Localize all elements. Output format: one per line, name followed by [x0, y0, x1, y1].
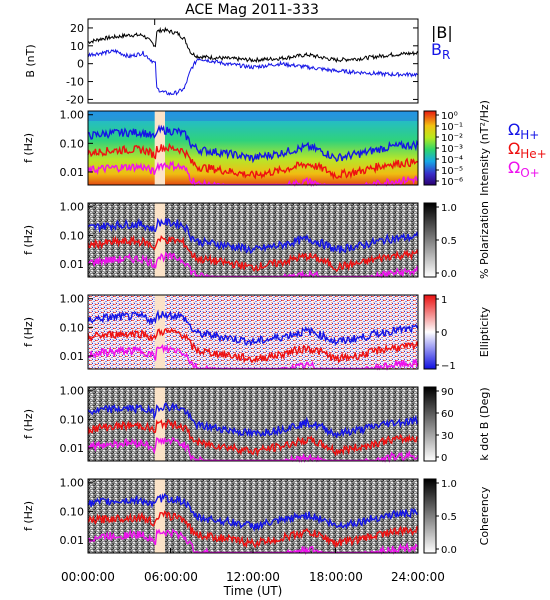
freq-tick-label: 0.01	[60, 258, 85, 271]
colorbar-tick-label: 0.0	[441, 269, 457, 280]
time-axis: 00:00:00 06:00:00 12:00:00 18:00:00 24:0…	[61, 570, 445, 598]
colorbar-label-polarization: % Polarization	[478, 201, 491, 279]
b-ytick-label: -20	[66, 93, 84, 106]
gyro-he-line	[87, 418, 419, 457]
time-tick-1: 06:00:00	[144, 570, 198, 584]
freq-axis-label: f (Hz)	[22, 133, 35, 163]
spectrogram-panel-coherency: 1.00 0.10 0.01 f (Hz) 1.0 0.5 0.0 Coherency	[22, 477, 491, 556]
colorbar-label-coherency: Coherency	[478, 486, 491, 545]
freq-tick-label: 0.10	[60, 505, 85, 518]
freq-tick-label: 0.10	[60, 413, 85, 426]
freq-tick-label: 0.01	[60, 534, 85, 547]
gyro-he-line	[87, 510, 419, 549]
colorbar-tick-label: 10⁻⁵	[441, 166, 463, 177]
gyro-he-line	[87, 234, 419, 273]
figure-title: ACE Mag 2011-333	[185, 2, 319, 18]
spectrogram-panel-polarization: 1.00 0.10 0.01 f (Hz) 1.0 0.5 0.0 % Polarizatio…	[22, 201, 491, 280]
legend-gyro-o-line: ΩO+	[508, 158, 540, 180]
colorbar-tick-label: 30	[441, 431, 454, 442]
time-axis-label: Time (UT)	[223, 584, 283, 598]
colorbar-tick-label: 10⁻¹	[441, 122, 463, 133]
gyro-h-line	[87, 309, 419, 347]
time-tick-0: 00:00:00	[61, 570, 115, 584]
b-ytick-label: 0	[77, 58, 84, 71]
colorbar-tick-label: 0	[441, 328, 447, 339]
time-tick-2: 12:00:00	[226, 570, 280, 584]
legend-gyro-he-line: ΩHe+	[508, 139, 547, 161]
gyro-h-line	[87, 402, 419, 439]
freq-tick-label: 1.00	[60, 201, 85, 214]
gyro-he-line	[87, 327, 419, 364]
freq-axis-label: f (Hz)	[22, 317, 35, 347]
freq-axis-label: f (Hz)	[22, 501, 35, 531]
highlight-interval	[154, 387, 165, 461]
colorbar-tick-label: 1	[441, 295, 447, 306]
time-tick-3: 18:00:00	[309, 570, 363, 584]
b-field-panel: 20 10 0 -10 -20 B (nT) |B|BR	[24, 18, 453, 106]
colorbar-label-intensity: Intensity (nT²/Hz)	[478, 100, 491, 196]
colorbar-label-kdotb: k dot B (Deg)	[478, 387, 491, 460]
spectrogram-panel-kdotb: 1.00 0.10 0.01 f (Hz) 90 60 30 0 k dot B (Deg)	[22, 385, 491, 464]
legend-b-radial: BR	[431, 40, 450, 62]
freq-tick-label: 0.10	[60, 137, 85, 150]
colorbar-ellipticity	[423, 294, 437, 370]
colorbar-polarization	[423, 202, 437, 278]
colorbar-tick-label: 10⁰	[441, 111, 458, 122]
colorbar-tick-label: 10⁻⁴	[441, 155, 463, 166]
gyro-he-line	[87, 142, 419, 181]
freq-tick-label: 0.01	[60, 166, 85, 179]
gyro-h-line	[87, 217, 419, 255]
spectrogram-image-polarization	[88, 203, 418, 277]
legend-b-magnitude: |B|	[431, 23, 453, 42]
b-ytick-label: 20	[70, 22, 84, 35]
colorbar-tick-label: 1.0	[441, 479, 457, 490]
colorbar-tick-label: 10⁻²	[441, 133, 463, 144]
freq-tick-label: 0.10	[60, 229, 85, 242]
spectrogram-panel-ellipticity: 1.00 0.10 0.01 f (Hz) 1 0 −1 Ellipticity	[22, 293, 491, 372]
b-field-frame	[87, 18, 419, 104]
spectrogram-panel-intensity: 1.000.100.01f (Hz)10⁰10⁻¹10⁻²10⁻³10⁻⁴10⁻…	[22, 100, 547, 196]
legend-gyro-h-line: ΩH+	[508, 120, 539, 142]
freq-tick-label: 0.01	[60, 350, 85, 363]
spectrogram-frame	[87, 202, 419, 278]
gyro-h-line	[87, 124, 419, 164]
spectrogram-frame	[87, 110, 419, 186]
b-series-line-radial	[87, 48, 418, 96]
b-ytick-label: 10	[70, 40, 84, 53]
colorbar-kdotb	[423, 386, 437, 462]
colorbar-tick-label: 10⁻³	[441, 144, 463, 155]
colorbar-label-ellipticity: Ellipticity	[478, 306, 491, 357]
freq-tick-label: 0.01	[60, 442, 85, 455]
b-series-line-magnitude	[87, 26, 419, 63]
spectrogram-image-kdotb	[88, 387, 418, 461]
intensity-high-freq-band	[88, 111, 418, 121]
colorbar-tick-label: −1	[441, 361, 456, 372]
freq-axis-label: f (Hz)	[22, 409, 35, 439]
freq-tick-label: 1.00	[60, 109, 85, 122]
b-field-ylabel: B (nT)	[24, 44, 37, 77]
gyro-h-line	[87, 492, 419, 533]
colorbar-intensity	[423, 110, 437, 186]
colorbar-tick-label: 0.0	[441, 545, 457, 556]
colorbar-tick-label: 0.5	[441, 512, 457, 523]
freq-tick-label: 1.00	[60, 385, 85, 398]
colorbar-tick-label: 0	[441, 453, 447, 464]
freq-tick-label: 1.00	[60, 477, 85, 490]
colorbar-tick-label: 90	[441, 387, 454, 398]
freq-axis-label: f (Hz)	[22, 225, 35, 255]
b-ytick-label: -10	[66, 76, 84, 89]
time-tick-4: 24:00:00	[391, 570, 445, 584]
highlight-interval	[154, 111, 165, 185]
colorbar-tick-label: 1.0	[441, 203, 457, 214]
spectrogram-frame	[87, 386, 419, 462]
colorbar-tick-label: 60	[441, 409, 454, 420]
freq-tick-label: 1.00	[60, 293, 85, 306]
colorbar-tick-label: 10⁻⁶	[441, 177, 463, 188]
colorbar-tick-label: 0.5	[441, 236, 457, 247]
freq-tick-label: 0.10	[60, 321, 85, 334]
colorbar-coherency	[423, 478, 437, 554]
spectrogram-frame	[87, 294, 419, 370]
